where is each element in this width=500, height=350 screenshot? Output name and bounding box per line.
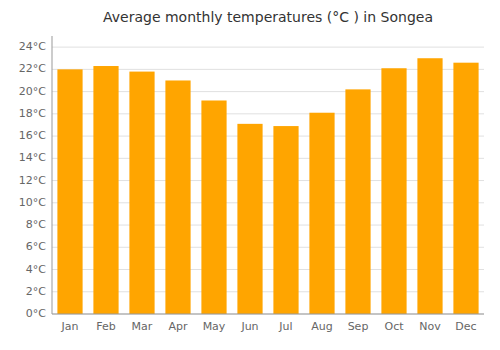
bar xyxy=(453,63,478,314)
x-tick-label: Apr xyxy=(168,320,188,333)
chart-container: Average monthly temperatures (°C ) in So… xyxy=(0,0,500,350)
bar xyxy=(309,113,334,314)
x-tick-label: Mar xyxy=(132,320,153,333)
chart-svg: Average monthly temperatures (°C ) in So… xyxy=(0,0,500,350)
grid-line xyxy=(52,314,484,315)
x-tick-label: Sep xyxy=(348,320,369,333)
bar xyxy=(237,124,262,314)
y-axis-line xyxy=(52,36,53,314)
bar xyxy=(417,58,442,314)
y-tick-label: 6°C xyxy=(26,240,46,253)
y-tick-label: 22°C xyxy=(19,62,46,75)
x-tick-label: May xyxy=(203,320,226,333)
bar xyxy=(345,89,370,314)
y-tick-label: 20°C xyxy=(19,85,46,98)
y-tick-label: 2°C xyxy=(26,285,46,298)
y-tick-label: 16°C xyxy=(19,129,46,142)
x-tick-label: Dec xyxy=(455,320,476,333)
grid xyxy=(52,47,484,314)
bar xyxy=(57,69,82,314)
x-tick-label: Feb xyxy=(96,320,115,333)
y-tick-label: 12°C xyxy=(19,174,46,187)
y-tick-label: 0°C xyxy=(26,307,46,320)
y-tick-label: 14°C xyxy=(19,151,46,164)
bar xyxy=(93,66,118,314)
bar xyxy=(381,68,406,314)
x-axis-line xyxy=(52,314,484,315)
y-tick-labels: 0°C 2°C 4°C 6°C 8°C 10°C 12°C 14°C 16°C 18°C 20°C 2… xyxy=(19,40,46,320)
bars xyxy=(57,58,478,314)
bar xyxy=(165,80,190,314)
chart-title: Average monthly temperatures (°C ) in So… xyxy=(103,9,433,25)
x-tick-label: Jan xyxy=(61,320,79,333)
y-tick-label: 24°C xyxy=(19,40,46,53)
y-tick-label: 18°C xyxy=(19,107,46,120)
y-tick-label: 8°C xyxy=(26,218,46,231)
x-tick-label: Nov xyxy=(419,320,441,333)
x-tick-labels: Jan Feb Mar Apr May Jun Jul Aug Sep Oct Nov Dec xyxy=(61,320,477,333)
bar xyxy=(201,100,226,314)
y-tick-label: 10°C xyxy=(19,196,46,209)
bar xyxy=(129,72,154,314)
bar xyxy=(273,126,298,314)
x-tick-label: Oct xyxy=(384,320,404,333)
grid-line xyxy=(52,47,484,48)
x-tick-label: Jul xyxy=(278,320,292,333)
x-tick-label: Aug xyxy=(311,320,332,333)
x-tick-label: Jun xyxy=(240,320,258,333)
y-tick-label: 4°C xyxy=(26,263,46,276)
